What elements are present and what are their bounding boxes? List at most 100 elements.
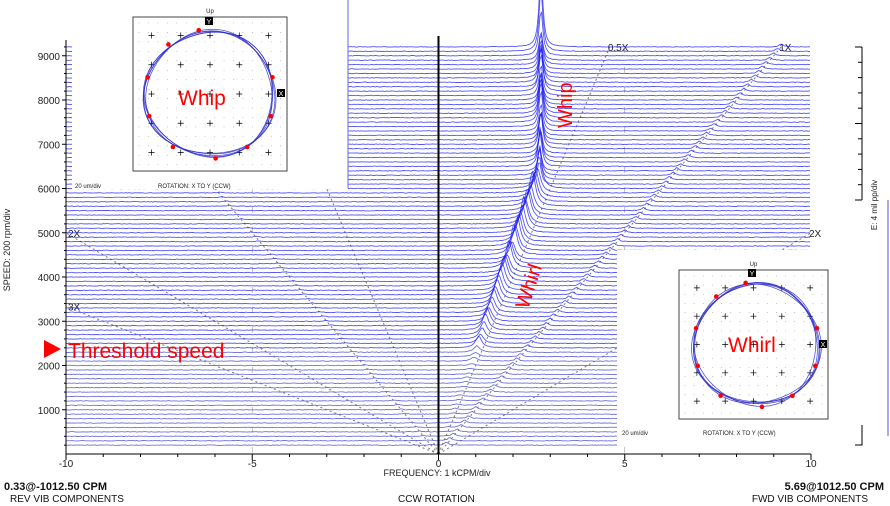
grid-dot [693,312,695,313]
grid-dot [684,412,686,414]
grid-dot [261,32,263,33]
grid-dot [138,154,140,156]
grid-dot [757,293,759,295]
grid-dot [757,330,759,332]
grid-dot [776,385,777,387]
grid-dot [185,145,187,147]
grid-dot [702,412,704,414]
orbit-scale-label: 20 um/div [75,184,101,190]
grid-dot [721,348,722,350]
grid-dot [785,312,786,313]
grid-dot [176,79,178,81]
grid-dot [821,394,823,396]
y-tick-label: 3000 [38,317,61,328]
grid-dot [812,348,814,350]
order-line-label: 0.5X [608,43,629,54]
grid-dot [185,126,187,128]
grid-dot [803,412,805,414]
grid-dot [693,412,695,414]
grid-dot [138,98,140,99]
grid-dot [803,376,805,377]
grid-dot [157,98,159,99]
grid-dot [204,79,206,81]
grid-dot [684,275,686,277]
grid-dot [748,312,750,313]
grid-dot [812,293,814,295]
grid-dot [730,367,732,368]
grid-dot [757,357,759,359]
grid-cross [148,149,155,156]
keyphasor-dot [814,326,820,331]
grid-dot [280,126,282,128]
grid-dot [251,69,253,71]
grid-dot [242,41,244,43]
grid-dot [223,69,225,71]
grid-dot [148,107,149,109]
grid-dot [185,164,187,166]
grid-dot [757,321,759,323]
grid-dot [730,321,732,323]
grid-dot [204,98,206,99]
grid-dot [684,330,686,332]
grid-dot [748,293,750,295]
grid-dot [730,303,732,304]
grid-dot [721,385,722,387]
grid-dot [785,394,786,396]
grid-dot [242,164,244,166]
grid-dot [803,403,805,405]
grid-dot [195,154,197,156]
grid-dot [748,376,750,377]
grid-dot [157,69,159,71]
grid-dot [712,284,713,286]
grid-dot [261,69,263,71]
grid-dot [766,367,768,368]
grid-dot [148,135,149,137]
grid-dot [242,154,244,156]
grid-dot [270,50,272,52]
order-line-label: 2X [68,229,81,240]
grid-dot [270,60,272,62]
grid-dot [157,79,159,81]
grid-dot [242,69,244,71]
grid-dot [270,41,272,43]
grid-dot [821,321,823,323]
grid-cross [177,91,184,97]
grid-dot [176,107,178,109]
grid-dot [757,312,759,313]
grid-dot [242,107,244,109]
grid-dot [251,41,253,43]
grid-cross [177,32,184,39]
grid-dot [223,164,225,166]
grid-dot [204,117,206,118]
x-tick-label: 10 [805,459,817,470]
grid-dot [204,126,206,128]
grid-dot [280,145,282,147]
grid-dot [185,22,187,24]
grid-dot [684,321,686,323]
grid-dot [223,60,225,62]
grid-dot [233,69,234,71]
grid-dot [261,79,263,81]
grid-dot [776,412,777,414]
grid-dot [166,135,168,137]
grid-dot [730,312,732,313]
grid-dot [821,303,823,304]
grid-dot [185,117,187,118]
keyphasor-dot [145,74,150,80]
grid-dot [785,403,786,405]
y-tick-label: 1000 [38,406,61,417]
grid-dot [812,339,814,341]
grid-dot [702,303,704,304]
y-axis-title: SPEED: 200 rpm/div [2,208,12,291]
rev-vib-readout: 0.33@-1012.50 CPM [4,481,107,493]
grid-dot [757,275,759,277]
orbit-rotation-label: ROTATION: X TO Y (CCW) [158,184,231,190]
grid-cross [265,149,272,156]
grid-dot [721,330,722,332]
grid-dot [721,357,722,359]
keyphasor-dot [268,113,274,119]
grid-dot [185,69,187,71]
rotation-direction-label: CCW ROTATION [398,494,475,505]
order-line [438,46,611,455]
grid-dot [242,22,244,24]
